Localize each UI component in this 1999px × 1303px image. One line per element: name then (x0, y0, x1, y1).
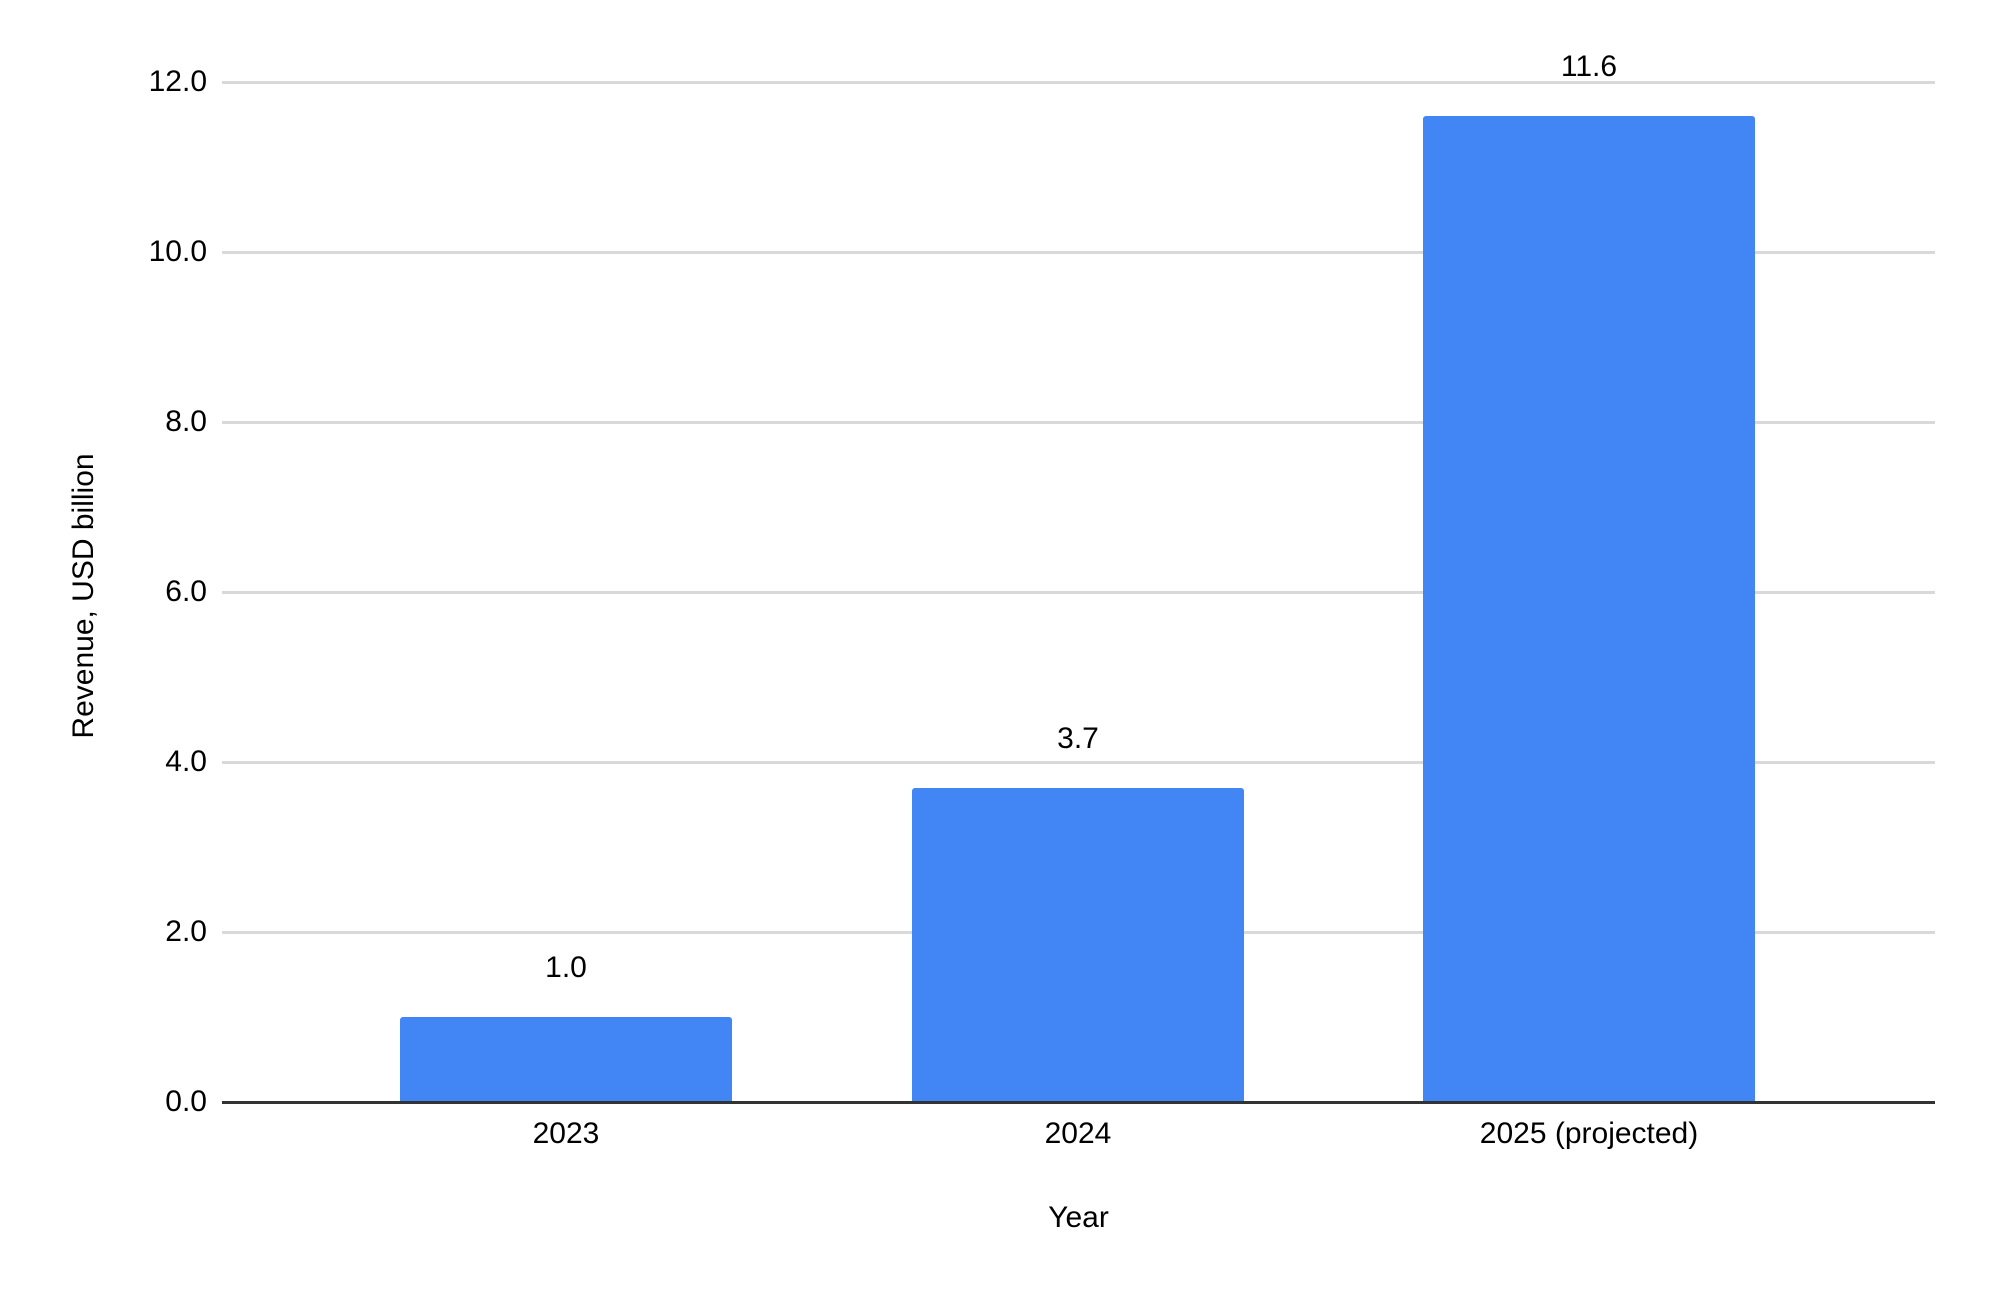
plot-area: 1.0 3.7 11.6 (222, 50, 1935, 1104)
x-tick-label-2024: 2024 (1044, 1117, 1112, 1150)
y-tick-label-12.0: 12.0 (148, 65, 207, 98)
bar-2025-projected (1423, 116, 1755, 1102)
gridline-10.0 (222, 250, 1935, 254)
y-tick-label-8.0: 8.0 (165, 405, 207, 438)
x-axis-title: Year (1048, 1201, 1109, 1234)
y-tick-label-6.0: 6.0 (165, 575, 207, 608)
bar-value-label-2023: 1.0 (545, 951, 587, 984)
y-tick-label-2.0: 2.0 (165, 915, 207, 948)
y-tick-label-4.0: 4.0 (165, 745, 207, 778)
y-tick-label-10.0: 10.0 (148, 235, 207, 268)
bar-2024 (912, 787, 1244, 1102)
gridline-12.0 (222, 80, 1935, 84)
x-tick-label-2025-projected: 2025 (projected) (1479, 1117, 1699, 1150)
gridline-8.0 (222, 420, 1935, 424)
gridline-4.0 (222, 760, 1935, 764)
bar-value-label-2024: 3.7 (1057, 721, 1099, 755)
bar-value-label-2025-projected: 11.6 (1560, 50, 1618, 83)
x-axis-line (222, 1100, 1935, 1104)
y-tick-label-0.0: 0.0 (165, 1085, 207, 1118)
gridline-6.0 (222, 590, 1935, 594)
bar-2023 (400, 1017, 732, 1102)
x-tick-label-2023: 2023 (532, 1117, 600, 1150)
